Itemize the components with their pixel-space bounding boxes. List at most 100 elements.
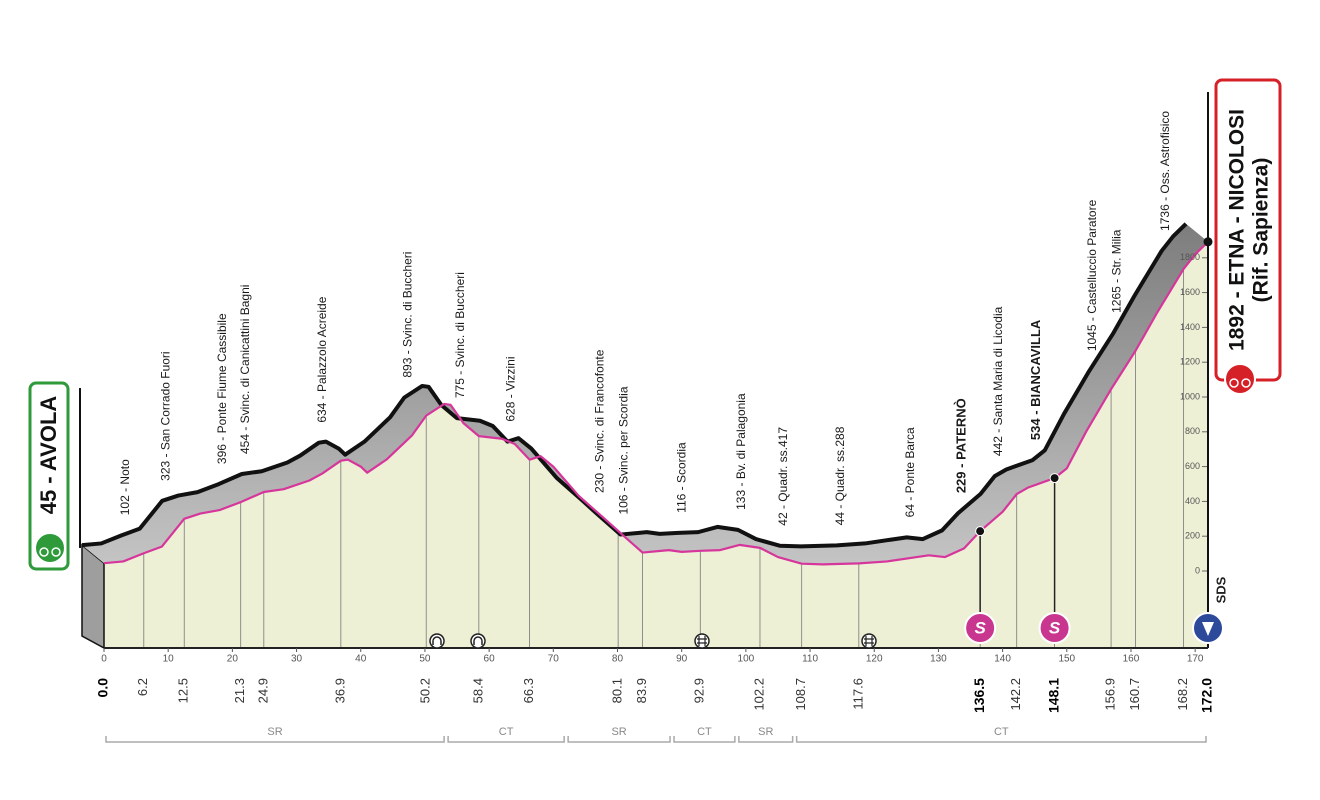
sds-label: SDS (1213, 576, 1228, 603)
x-tick-label: 140 (994, 654, 1011, 665)
province-bracket (105, 736, 445, 743)
y-tick-label: 600 (1185, 461, 1200, 471)
x-tick-label: 100 (738, 654, 755, 665)
start-icon-wheel (39, 547, 49, 557)
tunnel-icon (470, 633, 486, 649)
x-tick-label: 80 (612, 654, 624, 665)
sprint-marker-label: S (1049, 618, 1061, 637)
rail-crossing-icon (694, 633, 710, 649)
sprint-marker (1038, 612, 1071, 644)
waypoint-label: 634 - Palazzolo Acreide (315, 296, 329, 422)
y-tick-label: 1800 (1180, 252, 1200, 262)
province-label: SR (611, 726, 626, 738)
km-label: 160.7 (1127, 678, 1142, 711)
waypoint-label: 396 - Ponte Fiume Cassibile (215, 313, 229, 464)
x-tick-label: 0 (101, 654, 107, 665)
waypoint-label: 230 - Svinc. di Francofonte (592, 349, 606, 493)
waypoint-label: 64 - Ponte Barca (903, 427, 917, 517)
profile-left-face (81, 543, 105, 650)
waypoint-label: 1265 - Str. Milia (1110, 229, 1124, 313)
waypoint-label: 42 - Quadr. ss.417 (776, 427, 790, 526)
sprint-point (975, 526, 986, 537)
tunnel-icon (429, 633, 445, 649)
x-tick-label: 10 (163, 654, 175, 665)
province-bracket (447, 736, 565, 743)
km-label: 83.9 (634, 678, 649, 703)
km-label: 66.3 (521, 678, 536, 703)
province-bracket (673, 736, 736, 743)
sprint-point (1049, 473, 1060, 484)
finish-label: 1892 - ETNA - NICOLOSI (1226, 109, 1249, 351)
y-tick-label: 400 (1185, 496, 1200, 506)
finish-icon (1224, 363, 1256, 395)
finish-icon-wheel (1229, 378, 1239, 388)
x-tick-label: 110 (802, 654, 818, 665)
y-tick-label: 1600 (1180, 287, 1200, 297)
km-label: 172.0 (1199, 678, 1215, 713)
finish-icon-wheel (1241, 378, 1251, 388)
km-label: 148.1 (1045, 678, 1061, 713)
x-tick-label: 20 (227, 654, 239, 665)
x-tick-label: 60 (484, 654, 496, 665)
province-bracket (795, 736, 1207, 743)
km-label: 142.2 (1008, 678, 1023, 711)
waypoint-label: 106 - Svinc. per Scordia (617, 386, 631, 514)
waypoint-label: 454 - Svinc. di Canicattini Bagni (238, 285, 252, 454)
x-tick-label: 40 (355, 654, 367, 665)
x-tick-label: 120 (866, 654, 883, 665)
y-tick-label: 0 (1195, 565, 1200, 575)
km-label: 80.1 (610, 678, 625, 703)
rail-crossing-icon (861, 633, 877, 649)
x-tick-label: 130 (930, 654, 947, 665)
km-label: 36.9 (332, 678, 347, 703)
y-tick-label: 200 (1185, 531, 1200, 541)
waypoint-label: 628 - Vizzini (504, 356, 518, 421)
y-tick-label: 1200 (1180, 357, 1200, 367)
x-tick-label: 30 (291, 654, 303, 665)
waypoint-label: 1736 - Oss. Astrofisico (1158, 111, 1172, 231)
km-label: 21.3 (232, 678, 247, 703)
km-label: 92.9 (692, 678, 707, 703)
start-label: 45 - AVOLA (36, 396, 61, 515)
waypoint-label: 1045 - Castelluccio Paratore (1085, 199, 1099, 351)
x-tick-label: 170 (1187, 654, 1204, 665)
km-label: 108.7 (793, 678, 808, 711)
waypoint-label: 229 - PATERNÒ (954, 398, 969, 493)
km-label: 168.2 (1175, 678, 1190, 711)
y-tick-label: 1000 (1180, 391, 1200, 401)
sprint-marker (964, 612, 997, 644)
top-layer: 0 200 400 600 800 1000 1200 1400 1600 1800 102 - N… (81, 111, 1213, 644)
waypoint-label: 44 - Quadr. ss.288 (833, 426, 847, 525)
km-label: 24.9 (255, 678, 270, 703)
start-icon-wheel (51, 547, 61, 557)
province-label: SR (267, 726, 282, 738)
waypoint-label: 102 - Noto (118, 459, 132, 515)
finish-sublabel: (Rif. Sapienza) (1250, 158, 1273, 303)
km-label: 12.5 (176, 678, 191, 703)
x-tick-label: 70 (548, 654, 560, 665)
finish-marker-symbol (1202, 622, 1214, 636)
x-tick-label: 50 (419, 654, 431, 665)
x-tick-label: 90 (676, 654, 688, 665)
province-bracket (567, 736, 671, 743)
waypoint-label: 775 - Svinc. di Buccheri (453, 272, 467, 398)
y-tick-label: 1400 (1180, 322, 1200, 332)
km-label: 6.2 (135, 678, 150, 696)
province-label: SR (758, 726, 773, 738)
start-icon (34, 532, 66, 564)
profile-line (103, 241, 1209, 566)
sprint-marker-label: S (974, 618, 986, 637)
waypoint-label: 323 - San Corrado Fuori (158, 351, 172, 480)
y-tick-label: 800 (1185, 426, 1200, 436)
province-label: CT (994, 726, 1009, 738)
waypoint-label: 893 - Svinc. di Buccheri (400, 252, 414, 378)
waypoint-label: 133 - Bv. di Palagonia (734, 393, 748, 510)
km-label: 156.9 (1103, 678, 1118, 711)
x-tick-label: 150 (1058, 654, 1075, 665)
waypoint-label: 534 - BIANCAVILLA (1028, 319, 1043, 440)
province-bracket (738, 736, 794, 743)
waypoint-label: 116 - Scordia (674, 442, 688, 513)
waypoint-label: 442 - Santa Maria di Licodia (991, 306, 1005, 456)
province-label: CT (499, 726, 514, 738)
